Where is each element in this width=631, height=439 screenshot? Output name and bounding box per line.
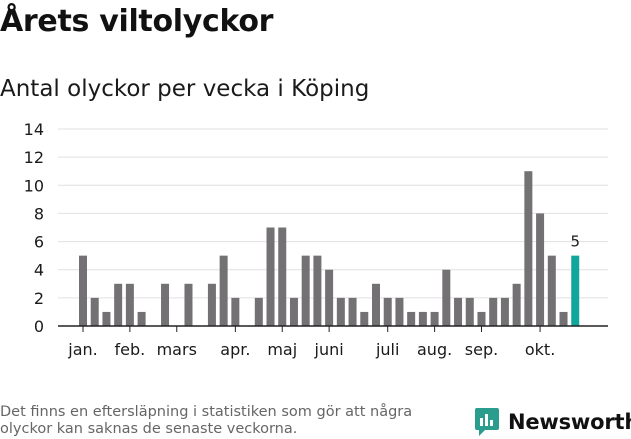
bars: 5 — [79, 171, 580, 326]
bar — [348, 297, 357, 326]
bar — [184, 283, 193, 326]
bar — [547, 255, 556, 326]
bar — [336, 297, 345, 326]
bar — [418, 311, 427, 326]
x-month-label: jan. — [67, 340, 97, 359]
y-tick-label: 10 — [24, 176, 44, 195]
newsworthy-logo-icon — [475, 408, 499, 436]
x-month-label: mars — [157, 340, 197, 359]
bar — [512, 283, 521, 326]
bar — [231, 297, 240, 326]
bar — [325, 269, 334, 326]
x-month-label: aug. — [417, 340, 452, 359]
bar — [219, 255, 228, 326]
bar-highlight — [571, 255, 580, 326]
x-month-label: juli — [375, 340, 399, 359]
bar — [477, 311, 486, 326]
gridlines — [58, 128, 608, 299]
brand-name: Newsworthy — [508, 410, 631, 434]
bar — [114, 283, 123, 326]
bar — [161, 283, 170, 326]
footnote: Det finns en eftersläpning i statistiken… — [0, 404, 413, 437]
bar — [489, 297, 498, 326]
bar — [500, 297, 509, 326]
bar — [301, 255, 310, 326]
bar — [430, 311, 439, 326]
bar — [454, 297, 463, 326]
y-tick-label: 14 — [24, 120, 44, 139]
bar — [442, 269, 451, 326]
bar-value-label: 5 — [570, 233, 580, 251]
y-tick-label: 6 — [34, 233, 44, 252]
chart-title: Årets viltolyckor — [0, 4, 274, 39]
y-tick-label: 2 — [34, 289, 44, 308]
x-month-label: maj — [267, 340, 297, 359]
bar — [125, 283, 134, 326]
x-month-label: juni — [314, 340, 344, 359]
x-month-label: okt. — [525, 340, 555, 359]
x-month-label: feb. — [115, 340, 146, 359]
chart-subtitle: Antal olyckor per vecka i Köping — [0, 76, 370, 102]
bar — [90, 297, 99, 326]
bar — [207, 283, 216, 326]
bar — [266, 227, 275, 326]
brand-logo: Newsworthy — [474, 406, 631, 438]
y-tick-label: 4 — [34, 261, 44, 280]
y-tick-label: 12 — [24, 148, 44, 167]
bar — [524, 171, 533, 326]
bar — [395, 297, 404, 326]
x-month-label: sep. — [465, 340, 498, 359]
bar — [137, 311, 146, 326]
bar — [278, 227, 287, 326]
bar-chart: 0 2 4 6 8 10 12 14 5 jan. feb. mars apr. maj juni jul… — [24, 120, 608, 359]
y-tick-label: 8 — [34, 204, 44, 223]
y-axis-ticks: 0 2 4 6 8 10 12 14 — [24, 120, 44, 336]
x-month-label: apr. — [220, 340, 250, 359]
x-axis-month-labels: jan. feb. mars apr. maj juni juli aug. sep. okt. — [67, 326, 555, 359]
bar — [407, 311, 416, 326]
bar — [559, 311, 568, 326]
bar — [254, 297, 263, 326]
bar — [465, 297, 474, 326]
bar — [383, 297, 392, 326]
bar — [360, 311, 369, 326]
bar — [102, 311, 111, 326]
bar — [536, 213, 545, 326]
bar — [313, 255, 322, 326]
bar — [289, 297, 298, 326]
bar — [79, 255, 87, 326]
bar — [372, 283, 380, 326]
y-tick-label: 0 — [34, 317, 44, 336]
